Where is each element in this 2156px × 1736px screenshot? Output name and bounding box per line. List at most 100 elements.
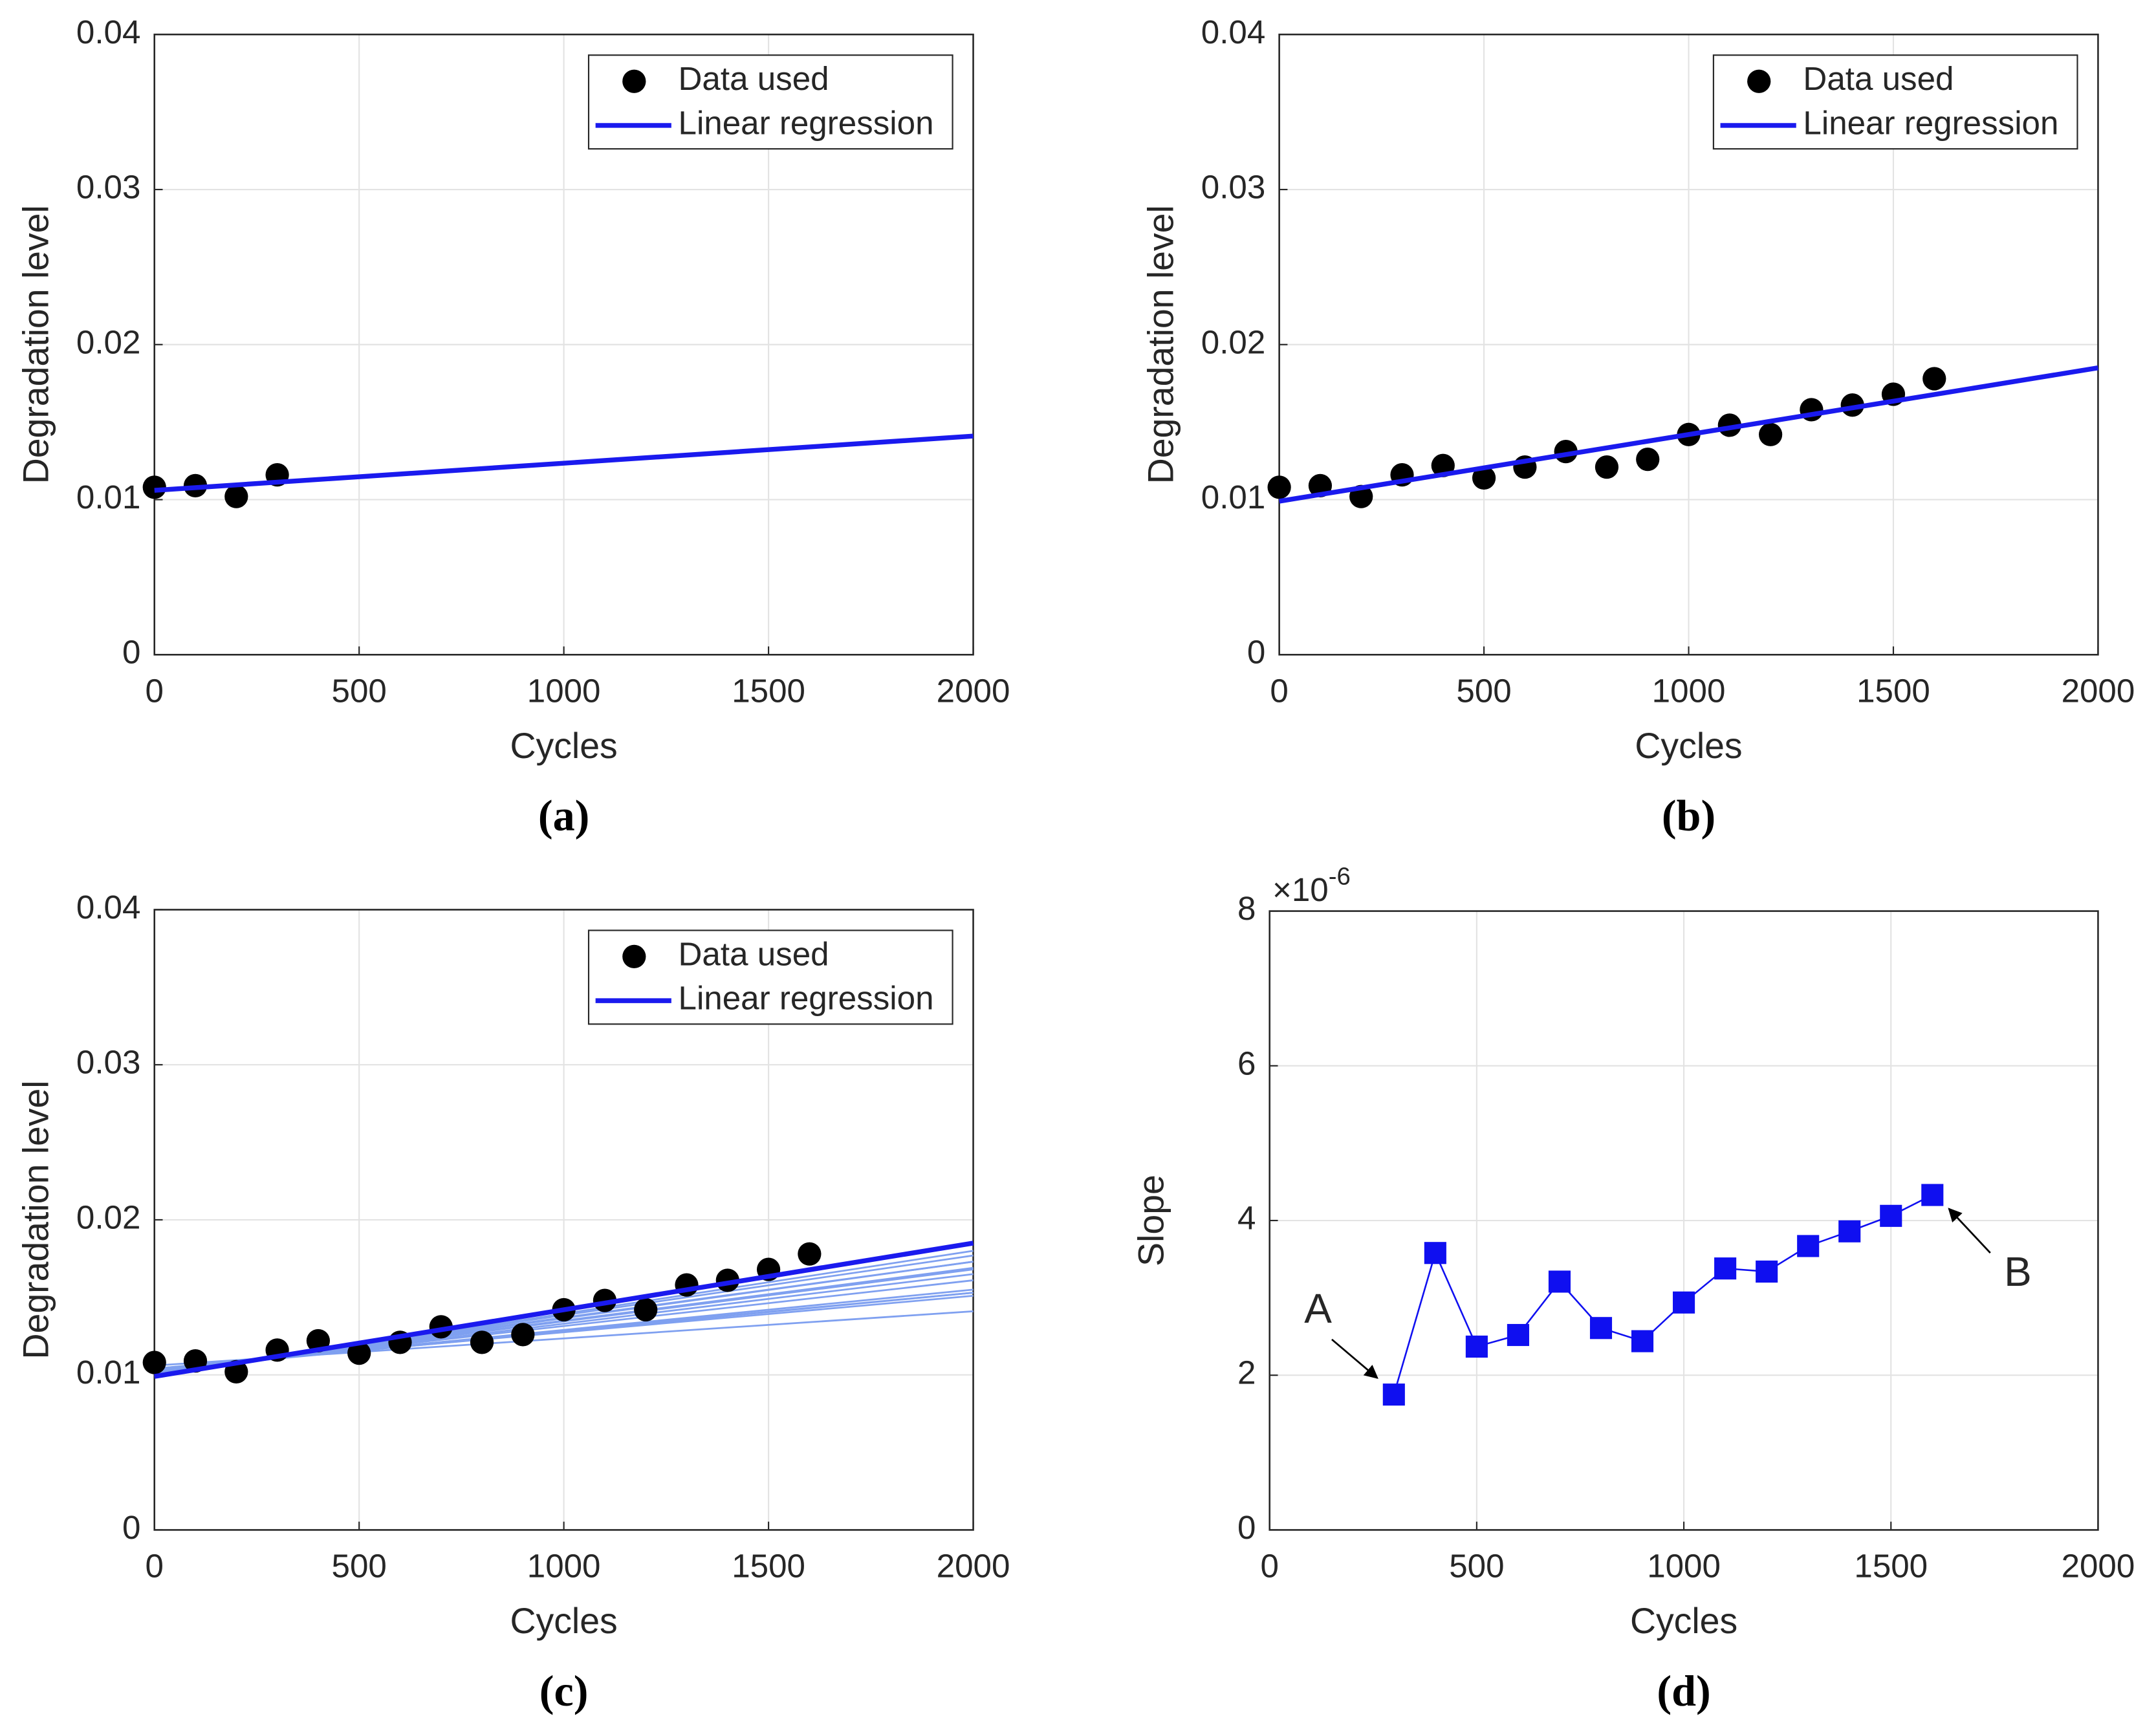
x-axis-label: Cycles (1630, 1601, 1737, 1641)
x-tick-label: 0 (1270, 672, 1288, 709)
legend-box (587, 54, 953, 150)
data-point (1631, 1330, 1654, 1352)
x-tick-label: 500 (332, 672, 387, 709)
panel-label: (b) (1662, 791, 1715, 840)
x-axis-label: Cycles (510, 1601, 618, 1641)
y-tick-label: 0.04 (76, 14, 141, 50)
y-axis-label: Degradation level (16, 1080, 56, 1359)
legend-marker (1747, 69, 1771, 93)
y-tick-label: 6 (1237, 1045, 1256, 1081)
legend-box (1712, 54, 2078, 150)
data-point (1880, 1204, 1902, 1227)
data-point (142, 475, 166, 499)
data-point (1507, 1323, 1529, 1347)
y-tick-label: 0.03 (76, 1044, 141, 1081)
panel: 0 500 1000 1500 2000 0 0.01 0.02 0.03 0.04 Cycles D… (1140, 14, 2135, 840)
y-scale-exponent: -6 (1329, 863, 1351, 891)
x-axis-label: Cycles (1635, 726, 1742, 766)
x-tick-label: 500 (1449, 1548, 1504, 1585)
data-point (1424, 1242, 1446, 1264)
y-axis-label: Degradation level (1140, 205, 1181, 484)
panel-label: (a) (538, 791, 590, 840)
axes-box (1278, 33, 2099, 656)
legend-label: Data used (1803, 60, 1954, 97)
y-scale-label: ×10-6 (1272, 863, 1351, 908)
x-tick-label: 0 (146, 672, 164, 709)
y-tick-label: 2 (1237, 1354, 1256, 1391)
data-point (1759, 422, 1783, 446)
legend-label: Linear regression (1803, 104, 2058, 141)
data-point (511, 1323, 535, 1347)
data-point (470, 1330, 494, 1354)
x-tick-label: 500 (1456, 672, 1511, 709)
data-point (634, 1297, 658, 1322)
data-point (142, 1351, 166, 1374)
y-tick-label: 0.04 (76, 889, 141, 926)
data-point (1636, 448, 1660, 472)
x-axis-label: Cycles (510, 726, 618, 766)
data-point (1595, 455, 1619, 479)
y-axis-label: Slope (1131, 1175, 1171, 1266)
regression-line (154, 1241, 974, 1379)
y-tick-label: 0.02 (76, 323, 141, 360)
x-tick-label: 1500 (732, 1548, 805, 1585)
x-tick-label: 1000 (527, 672, 601, 709)
x-tick-label: 0 (146, 1548, 164, 1585)
y-scale-base: ×10 (1272, 871, 1329, 907)
annotation-arrow (1948, 1208, 1991, 1253)
axes-box (153, 33, 974, 656)
y-tick-label: 4 (1237, 1200, 1256, 1237)
y-tick-label: 0.01 (1201, 479, 1266, 515)
x-tick-label: 1000 (527, 1548, 601, 1585)
data-point (1714, 1257, 1737, 1280)
regression-line (154, 433, 974, 493)
legend-marker (622, 944, 646, 969)
annotation-arrow (1331, 1338, 1378, 1379)
y-tick-label: 0 (1247, 634, 1265, 671)
y-tick-label: 0.02 (76, 1199, 141, 1235)
data-point (1589, 1317, 1613, 1340)
data-point (1465, 1335, 1488, 1358)
axes-box (153, 909, 974, 1531)
annotation-label: A (1304, 1285, 1332, 1332)
data-point (1548, 1270, 1571, 1293)
y-tick-label: 0.01 (76, 479, 141, 515)
y-tick-label: 8 (1237, 890, 1256, 927)
y-tick-label: 0 (122, 1509, 140, 1546)
x-tick-label: 1500 (732, 672, 805, 709)
data-point (1673, 1291, 1695, 1314)
panel: 0 500 1000 1500 2000 0 2 4 6 8 Cycles Slope (d) ×10-6… (1131, 863, 2135, 1715)
x-tick-label: 0 (1260, 1548, 1278, 1585)
data-point (1472, 466, 1496, 490)
x-tick-label: 1000 (1652, 672, 1726, 709)
x-tick-label: 2000 (937, 672, 1010, 709)
panel: 0 500 1000 1500 2000 0 0.01 0.02 0.03 0.04 Cycles D… (16, 889, 1010, 1715)
panel-label: (d) (1657, 1666, 1710, 1715)
panel: 0 500 1000 1500 2000 0 0.01 0.02 0.03 0.04 Cycles D… (16, 14, 1010, 840)
data-point (347, 1341, 371, 1365)
y-tick-label: 0.01 (76, 1354, 141, 1391)
data-point (224, 484, 248, 508)
data-point (1756, 1260, 1778, 1283)
y-tick-label: 0.02 (1201, 323, 1266, 360)
y-tick-label: 0.04 (1201, 14, 1266, 50)
x-tick-label: 500 (332, 1548, 387, 1585)
legend-label: Data used (679, 935, 829, 972)
x-tick-label: 1000 (1647, 1548, 1721, 1585)
y-tick-label: 0.03 (76, 169, 141, 206)
data-point (1382, 1383, 1405, 1406)
data-point (1921, 1184, 1944, 1206)
legend-label: Linear regression (679, 104, 934, 141)
x-tick-label: 2000 (2062, 1548, 2135, 1585)
y-axis-label: Degradation level (16, 205, 56, 484)
axes-box (1269, 910, 2099, 1531)
data-point (1922, 367, 1946, 391)
data-point (798, 1242, 822, 1266)
data-point (1267, 475, 1291, 499)
y-tick-label: 0 (122, 634, 140, 671)
x-tick-label: 2000 (2062, 672, 2135, 709)
panel-label: (c) (539, 1666, 589, 1715)
legend-box (587, 929, 953, 1025)
legend-marker (622, 69, 646, 93)
